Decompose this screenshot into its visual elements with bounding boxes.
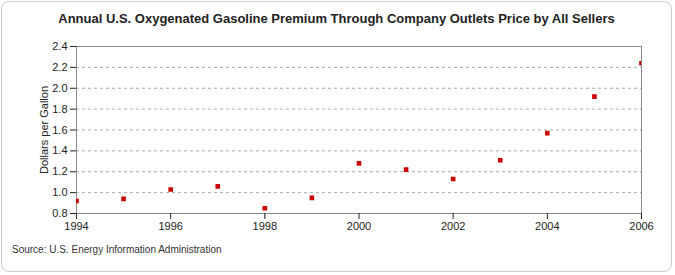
html-text:Source: U.S. Energy Informatio: Source: U.S. Energy Information Administ… <box>12 244 222 255</box>
html-text:Annual U.S. Oxygenated Gasolin: Annual U.S. Oxygenated Gasoline Premium … <box>58 11 615 26</box>
svg-text:1998: 1998 <box>253 220 277 232</box>
svg-text:2002: 2002 <box>441 220 465 232</box>
svg-text:2.2: 2.2 <box>52 61 67 73</box>
svg-text:1.8: 1.8 <box>52 103 67 115</box>
svg-text:2006: 2006 <box>629 220 653 232</box>
svg-text:1.0: 1.0 <box>52 186 67 198</box>
svg-text:2004: 2004 <box>535 220 559 232</box>
svg-text:1996: 1996 <box>158 220 182 232</box>
svg-text:1.4: 1.4 <box>52 144 67 156</box>
svg-text:2000: 2000 <box>347 220 371 232</box>
svg-text:1.2: 1.2 <box>52 165 67 177</box>
svg-text:1.6: 1.6 <box>52 124 67 136</box>
svg-text:0.8: 0.8 <box>52 207 67 219</box>
svg-text:2.4: 2.4 <box>52 40 67 52</box>
svg-text:1994: 1994 <box>64 220 88 232</box>
svg-text:Dollars per Gallon: Dollars per Gallon <box>38 86 50 174</box>
svg-text:2.0: 2.0 <box>52 82 67 94</box>
